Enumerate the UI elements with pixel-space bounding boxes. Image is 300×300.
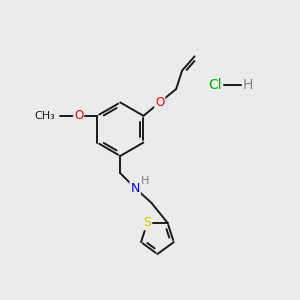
Text: O: O xyxy=(74,109,83,122)
Text: O: O xyxy=(155,96,164,109)
Text: CH₃: CH₃ xyxy=(34,111,55,121)
Text: S: S xyxy=(143,216,151,229)
Text: N: N xyxy=(130,182,140,194)
Text: H: H xyxy=(243,78,253,92)
Text: Cl: Cl xyxy=(208,78,222,92)
Text: H: H xyxy=(141,176,150,186)
